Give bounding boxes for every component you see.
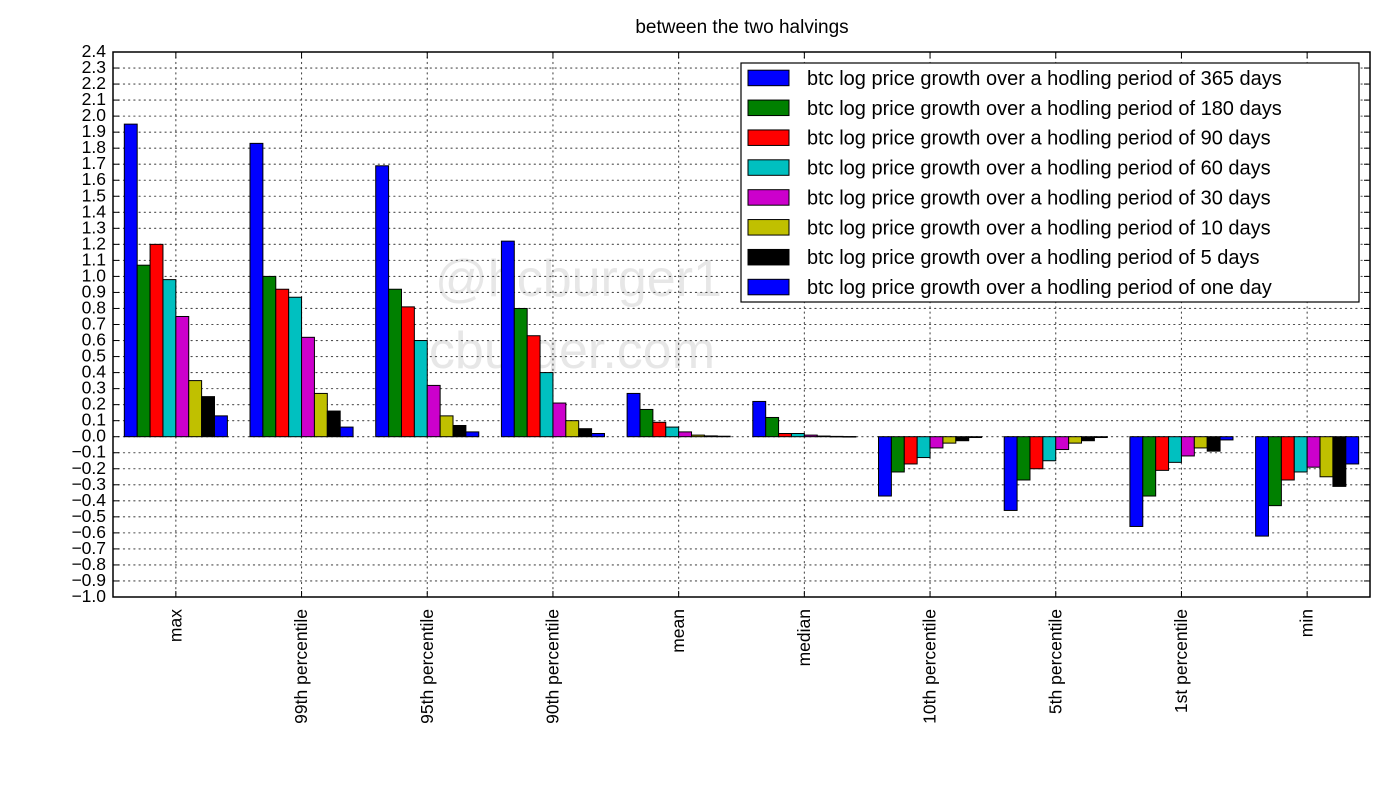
- svg-text:btc log price growth over a ho: btc log price growth over a hodling peri…: [807, 247, 1260, 269]
- svg-text:btc log price growth over a ho: btc log price growth over a hodling peri…: [807, 217, 1271, 239]
- svg-text:btc log price growth over a ho: btc log price growth over a hodling peri…: [807, 128, 1271, 150]
- svg-text:5th percentile: 5th percentile: [1045, 609, 1065, 714]
- svg-text:btc log price growth over a ho: btc log price growth over a hodling peri…: [807, 158, 1271, 180]
- svg-text:10th percentile: 10th percentile: [920, 609, 940, 724]
- svg-text:btc log price growth over a ho: btc log price growth over a hodling peri…: [807, 277, 1272, 299]
- svg-text:median: median: [794, 609, 814, 666]
- svg-text:mean: mean: [668, 609, 688, 653]
- svg-text:min: min: [1297, 609, 1317, 637]
- svg-text:90th percentile: 90th percentile: [542, 609, 562, 724]
- svg-text:between the two halvings: between the two halvings: [635, 17, 848, 38]
- svg-text:−1.0: −1.0: [71, 586, 106, 606]
- svg-text:max: max: [165, 609, 185, 642]
- svg-text:@hcburger1: @hcburger1: [435, 250, 722, 308]
- svg-text:95th percentile: 95th percentile: [417, 609, 437, 724]
- svg-text:1st percentile: 1st percentile: [1171, 609, 1191, 713]
- svg-text:99th percentile: 99th percentile: [291, 609, 311, 724]
- svg-text:hcburger.com: hcburger.com: [400, 322, 715, 380]
- svg-text:btc log price growth over a ho: btc log price growth over a hodling peri…: [807, 187, 1271, 209]
- svg-text:btc log price growth over a ho: btc log price growth over a hodling peri…: [807, 98, 1282, 120]
- svg-text:btc log price growth over a ho: btc log price growth over a hodling peri…: [807, 68, 1282, 90]
